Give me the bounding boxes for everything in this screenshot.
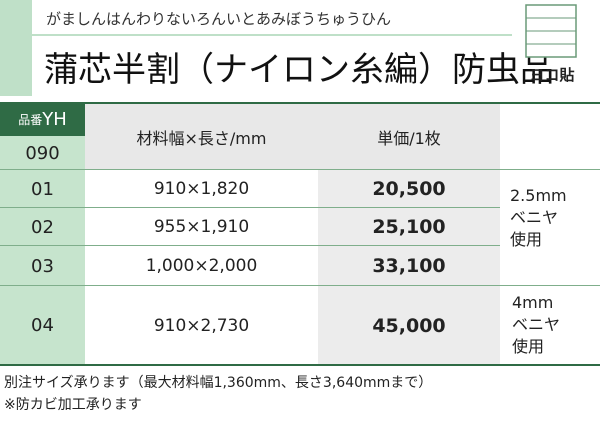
row-size: 910×2,730 (153, 315, 250, 336)
row-price: 33,100 (372, 255, 446, 277)
note: 2.5mm ベニヤ 使用 (510, 185, 567, 251)
rule (0, 245, 500, 246)
code-label: 品番 YH (0, 103, 85, 136)
column-header: 単価/1枚 (377, 128, 441, 148)
rule (0, 169, 600, 170)
note-line: ベニヤ (510, 208, 559, 227)
header-bg (85, 103, 500, 170)
code-label-text: 品番 (18, 113, 43, 127)
rule (0, 364, 600, 366)
price-bg (318, 170, 500, 365)
note-line: 2.5mm (510, 186, 567, 205)
row-code: 04 (31, 315, 54, 336)
rule (0, 102, 600, 104)
note-line: ベニヤ (512, 315, 561, 334)
accent-line (32, 34, 512, 36)
footer-note: ※防カビ加工承ります (4, 397, 142, 413)
note: 4mm ベニヤ 使用 (512, 292, 560, 358)
note-line: 4mm (512, 293, 554, 312)
row-price: 25,100 (372, 216, 446, 238)
note-line: 使用 (512, 337, 545, 356)
footer-note: 別注サイズ承ります（最大材料幅1,360mm、長さ3,640mmまで） (4, 375, 433, 391)
rule (0, 285, 600, 286)
column-header: 材料幅×長さ/mm (136, 128, 267, 148)
row-price: 20,500 (372, 178, 446, 200)
code-prefix: YH (42, 109, 67, 130)
icon (525, 4, 577, 58)
row-price: 45,000 (372, 314, 446, 337)
row-code: 01 (31, 178, 54, 200)
row-size: 1,000×2,000 (145, 256, 258, 276)
subtitle: がましんはんわりないろんいとあみぼうちゅうひん (46, 10, 392, 28)
row-code: 03 (31, 255, 54, 277)
rule (0, 207, 500, 208)
code: 090 (0, 136, 85, 170)
code-col-bg (0, 170, 85, 365)
row-size: 955×1,910 (153, 217, 250, 237)
icon-label: ヨコ貼 (529, 66, 575, 84)
title: 蒲芯半割（ナイロン糸編）防虫品 (44, 50, 554, 90)
row-code: 02 (31, 216, 54, 238)
accent-bar (0, 0, 32, 96)
note-line: 使用 (510, 230, 543, 249)
row-size: 910×1,820 (153, 179, 250, 199)
